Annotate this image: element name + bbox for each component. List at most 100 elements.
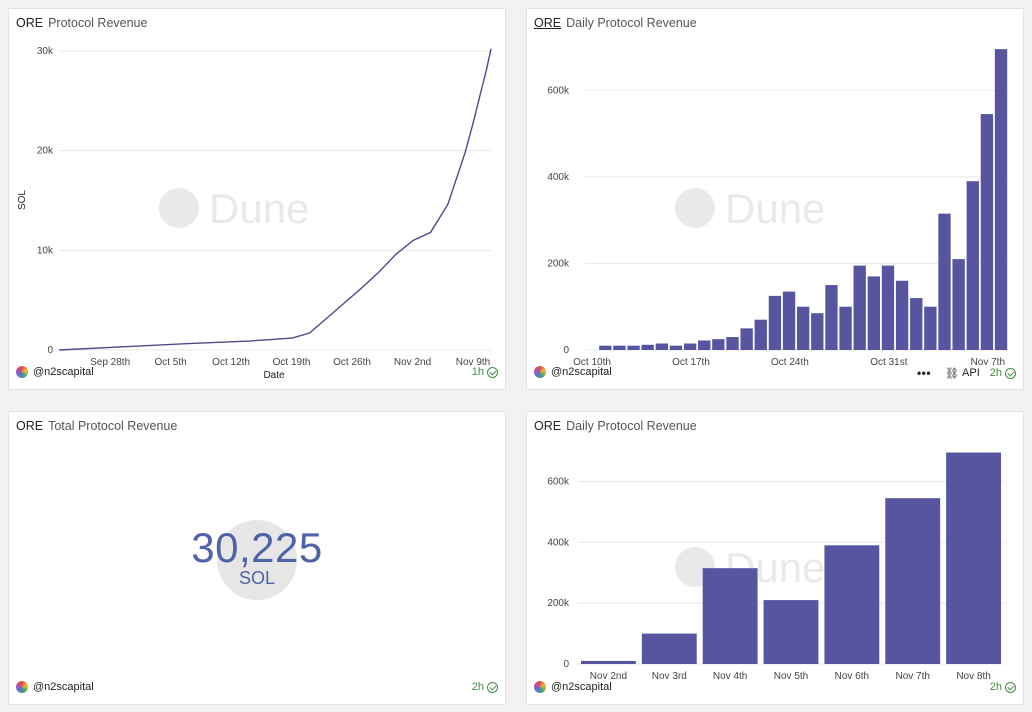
total-protocol-revenue-card: ORE Total Protocol Revenue 30,225 SOL @n2… — [8, 411, 506, 705]
y-tick-label: 30k — [37, 46, 54, 57]
author-link[interactable]: @n2scapital — [534, 681, 612, 693]
avatar — [16, 366, 28, 378]
x-tick-label: Nov 2nd — [590, 671, 627, 682]
bar — [881, 265, 895, 350]
y-tick-label: 600k — [547, 476, 570, 487]
author-name: @n2scapital — [551, 681, 612, 693]
check-circle-icon — [1005, 367, 1016, 379]
bar — [853, 265, 866, 350]
bar — [885, 498, 941, 664]
card-footer: @n2scapital 2h — [534, 681, 1016, 697]
bar — [740, 328, 753, 350]
author-name: @n2scapital — [33, 681, 94, 693]
dune-watermark: Dune — [159, 185, 309, 232]
avatar — [534, 366, 546, 378]
bar — [952, 259, 965, 350]
bar — [763, 600, 819, 664]
x-tick-label: Nov 7th — [895, 671, 929, 682]
age-label: 2h — [989, 681, 1002, 693]
author-name: @n2scapital — [551, 366, 612, 378]
bar — [839, 306, 852, 350]
revenue-line — [58, 48, 492, 351]
author-link[interactable]: @n2scapital — [16, 366, 94, 378]
y-tick-label: 0 — [563, 659, 569, 670]
bar — [938, 213, 951, 350]
watermark-circle — [217, 520, 297, 600]
card-title[interactable]: ORE Daily Protocol Revenue — [534, 16, 697, 30]
avatar — [16, 681, 28, 693]
y-tick-label: 0 — [563, 345, 569, 356]
x-tick-label: Nov 3rd — [652, 671, 687, 682]
project-tag[interactable]: ORE — [534, 16, 562, 30]
project-tag[interactable]: ORE — [16, 16, 44, 30]
bar — [811, 313, 824, 350]
y-tick-label: 20k — [37, 146, 54, 157]
x-tick-label: Oct 19th — [273, 357, 311, 368]
author-link[interactable]: @n2scapital — [16, 681, 94, 693]
x-tick-label: Oct 10th — [573, 357, 611, 368]
x-tick-label: Oct 24th — [771, 357, 809, 368]
bar — [581, 660, 636, 664]
card-footer: @n2scapital 1h — [16, 366, 498, 382]
refresh-status[interactable]: 2h — [472, 681, 498, 693]
bar — [726, 337, 739, 350]
y-tick-label: 0 — [47, 345, 53, 356]
bar — [702, 568, 758, 664]
card-title[interactable]: ORE Daily Protocol Revenue — [534, 419, 697, 433]
bar-chart: 0 200k 400k 600k Dune Oct 10th Oct 17th Oct 24t… — [547, 49, 1009, 368]
x-tick-label: Nov 7th — [971, 357, 1005, 368]
refresh-status[interactable]: 2h — [990, 367, 1016, 379]
card-title[interactable]: ORE Protocol Revenue — [16, 16, 147, 30]
y-tick-label: 400k — [547, 537, 570, 548]
refresh-status[interactable]: 2h — [990, 681, 1016, 693]
bar — [712, 339, 725, 350]
bar — [867, 276, 880, 350]
refresh-status[interactable]: 1h — [472, 366, 498, 378]
counter-value: 30,225 — [191, 524, 323, 571]
x-tick-label: Nov 6th — [835, 671, 869, 682]
counter-widget: 30,225 SOL — [9, 412, 505, 704]
more-options-icon[interactable]: ••• — [916, 366, 932, 380]
x-tick-label: Nov 2nd — [394, 357, 431, 368]
x-tick-label: Oct 31st — [870, 357, 907, 368]
y-tick-label: 600k — [547, 85, 570, 96]
bar — [641, 633, 697, 664]
x-tick-label: Nov 9th — [456, 357, 490, 368]
dune-logo-icon — [159, 188, 199, 228]
card-title[interactable]: ORE Total Protocol Revenue — [16, 419, 177, 433]
y-tick-label: 200k — [547, 598, 570, 609]
avatar — [534, 681, 546, 693]
bar — [782, 291, 796, 350]
recent-daily-revenue-card: ORE Daily Protocol Revenue 0 200k 400k 600k D… — [526, 411, 1024, 705]
bar — [910, 298, 923, 350]
project-tag[interactable]: ORE — [534, 419, 562, 433]
line-chart: 0 10k 20k 30k Dune Sep 28th Oct 5th Oct 12th Oct… — [17, 46, 492, 381]
bar — [683, 343, 697, 350]
chart-title: Total Protocol Revenue — [48, 419, 178, 433]
chart-title: Daily Protocol Revenue — [566, 419, 697, 433]
bar — [825, 285, 838, 350]
bar — [824, 545, 880, 664]
x-tick-label: Sep 28th — [90, 357, 130, 368]
x-tick-label: Nov 4th — [713, 671, 747, 682]
bar — [599, 345, 612, 350]
dune-watermark-text: Dune — [725, 185, 825, 232]
age-label: 2h — [989, 367, 1002, 379]
project-tag[interactable]: ORE — [16, 419, 44, 433]
bar — [768, 295, 782, 350]
counter-unit: SOL — [238, 568, 276, 588]
y-tick-label: 10k — [37, 245, 54, 256]
x-tick-label: Oct 17th — [672, 357, 710, 368]
chart-title: Daily Protocol Revenue — [566, 16, 697, 30]
check-circle-icon — [487, 366, 498, 378]
api-button[interactable]: API — [962, 367, 980, 379]
check-circle-icon — [1005, 681, 1016, 693]
bar — [754, 319, 767, 350]
author-link[interactable]: @n2scapital — [534, 366, 612, 378]
bar — [797, 306, 810, 350]
y-tick-label: 200k — [547, 258, 570, 269]
y-axis-label: SOL — [17, 190, 28, 210]
bar — [669, 345, 683, 350]
bar — [994, 49, 1008, 351]
